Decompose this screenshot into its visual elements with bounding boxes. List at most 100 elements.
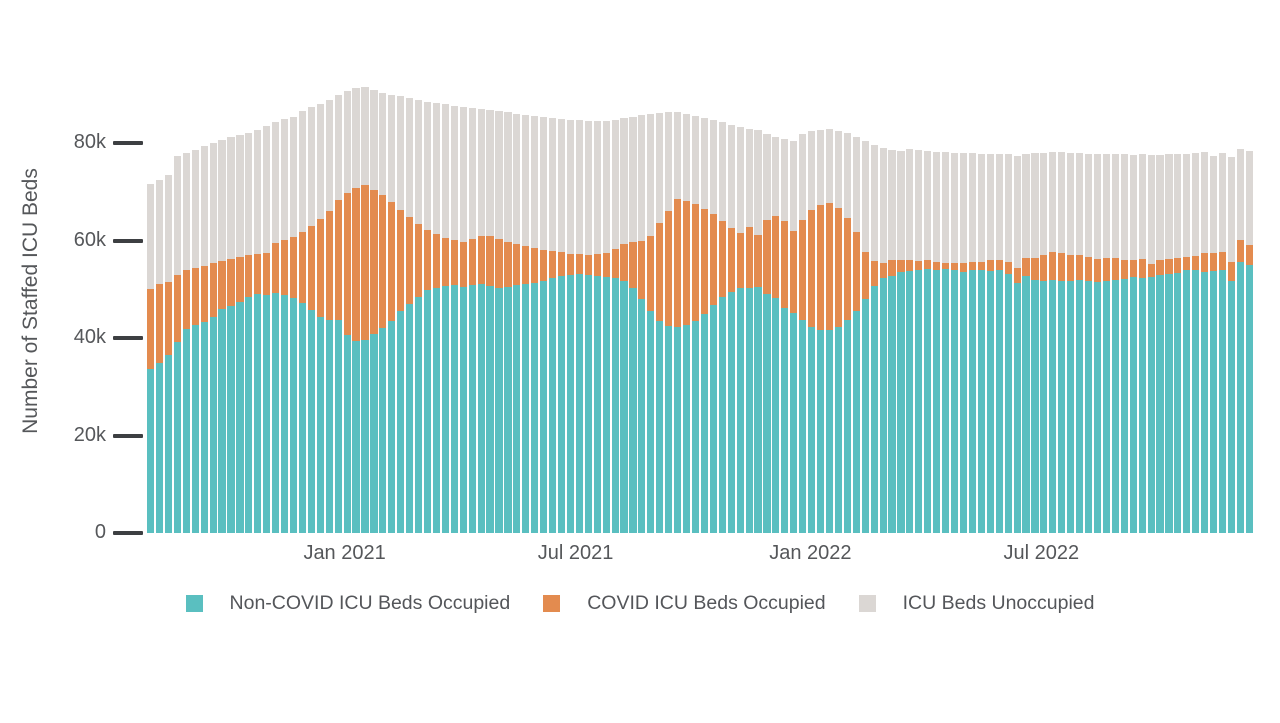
segment-covid-icu-beds-occupied[interactable] [1093, 258, 1102, 282]
segment-covid-icu-beds-occupied[interactable] [513, 244, 521, 286]
segment-icu-beds-unoccupied[interactable] [548, 117, 557, 252]
segment-non-covid-icu-beds-occupied[interactable] [897, 271, 905, 533]
bar-2020-12-13[interactable] [316, 103, 324, 533]
segment-icu-beds-unoccupied[interactable] [933, 151, 941, 263]
segment-non-covid-icu-beds-occupied[interactable] [638, 299, 646, 533]
bar-2022-04-10[interactable] [933, 151, 941, 533]
segment-icu-beds-unoccupied[interactable] [1013, 156, 1021, 269]
plot-area[interactable] [147, 80, 1253, 533]
segment-icu-beds-unoccupied[interactable] [1076, 153, 1084, 255]
segment-icu-beds-unoccupied[interactable] [522, 114, 530, 247]
segment-icu-beds-unoccupied[interactable] [593, 121, 601, 255]
bar-2021-02-28[interactable] [414, 100, 423, 533]
bar-2022-03-13[interactable] [897, 150, 905, 533]
segment-covid-icu-beds-occupied[interactable] [674, 199, 682, 327]
segment-covid-icu-beds-occupied[interactable] [1076, 254, 1084, 280]
segment-non-covid-icu-beds-occupied[interactable] [727, 291, 735, 533]
segment-non-covid-icu-beds-occupied[interactable] [548, 278, 557, 533]
segment-non-covid-icu-beds-occupied[interactable] [513, 285, 521, 533]
segment-non-covid-icu-beds-occupied[interactable] [1102, 280, 1111, 533]
segment-icu-beds-unoccupied[interactable] [566, 119, 575, 254]
bar-2020-09-06[interactable] [191, 149, 199, 533]
segment-covid-icu-beds-occupied[interactable] [1174, 258, 1182, 273]
segment-non-covid-icu-beds-occupied[interactable] [1084, 281, 1093, 533]
segment-non-covid-icu-beds-occupied[interactable] [718, 296, 726, 533]
segment-non-covid-icu-beds-occupied[interactable] [790, 312, 798, 533]
segment-non-covid-icu-beds-occupied[interactable] [1156, 275, 1164, 533]
segment-non-covid-icu-beds-occupied[interactable] [155, 363, 164, 533]
segment-covid-icu-beds-occupied[interactable] [906, 260, 914, 271]
segment-non-covid-icu-beds-occupied[interactable] [1031, 279, 1039, 533]
bar-2022-06-19[interactable] [1022, 153, 1030, 533]
bar-2021-06-13[interactable] [548, 117, 557, 533]
segment-covid-icu-beds-occupied[interactable] [611, 248, 619, 278]
bar-2022-10-16[interactable] [1174, 154, 1182, 533]
segment-covid-icu-beds-occupied[interactable] [1067, 254, 1075, 282]
segment-covid-icu-beds-occupied[interactable] [459, 242, 467, 287]
segment-icu-beds-unoccupied[interactable] [656, 112, 664, 224]
bar-2022-06-26[interactable] [1031, 153, 1039, 533]
segment-icu-beds-unoccupied[interactable] [468, 108, 476, 240]
segment-covid-icu-beds-occupied[interactable] [691, 203, 700, 321]
bar-2022-04-03[interactable] [924, 151, 932, 533]
segment-icu-beds-unoccupied[interactable] [164, 175, 173, 283]
segment-non-covid-icu-beds-occupied[interactable] [254, 293, 262, 533]
segment-non-covid-icu-beds-occupied[interactable] [968, 270, 977, 533]
segment-icu-beds-unoccupied[interactable] [155, 180, 164, 285]
segment-covid-icu-beds-occupied[interactable] [263, 253, 271, 296]
segment-non-covid-icu-beds-occupied[interactable] [691, 320, 700, 533]
segment-non-covid-icu-beds-occupied[interactable] [1183, 270, 1191, 533]
segment-covid-icu-beds-occupied[interactable] [959, 262, 968, 272]
segment-icu-beds-unoccupied[interactable] [879, 147, 887, 264]
segment-icu-beds-unoccupied[interactable] [602, 120, 610, 253]
segment-covid-icu-beds-occupied[interactable] [334, 200, 342, 320]
bar-2021-08-08[interactable] [620, 118, 628, 533]
segment-non-covid-icu-beds-occupied[interactable] [209, 317, 217, 533]
segment-icu-beds-unoccupied[interactable] [361, 86, 369, 186]
bar-2020-08-16[interactable] [164, 175, 173, 533]
bar-2021-12-12[interactable] [781, 138, 789, 533]
bar-2021-01-17[interactable] [361, 86, 369, 533]
segment-non-covid-icu-beds-occupied[interactable] [450, 285, 458, 533]
segment-icu-beds-unoccupied[interactable] [959, 153, 968, 263]
bar-2021-01-03[interactable] [343, 90, 351, 533]
bar-2021-10-10[interactable] [700, 117, 709, 533]
segment-covid-icu-beds-occupied[interactable] [316, 218, 324, 317]
bar-2021-08-22[interactable] [638, 115, 646, 533]
segment-non-covid-icu-beds-occupied[interactable] [531, 282, 539, 533]
bar-2020-10-18[interactable] [245, 133, 253, 533]
bar-2022-01-09[interactable] [816, 129, 825, 533]
segment-non-covid-icu-beds-occupied[interactable] [468, 285, 476, 533]
bar-2021-10-31[interactable] [727, 124, 735, 533]
segment-non-covid-icu-beds-occupied[interactable] [843, 320, 851, 533]
bar-2021-08-01[interactable] [611, 119, 619, 533]
segment-icu-beds-unoccupied[interactable] [254, 129, 262, 254]
bar-2022-07-03[interactable] [1040, 152, 1048, 533]
segment-covid-icu-beds-occupied[interactable] [950, 262, 959, 270]
bar-2021-01-31[interactable] [379, 92, 387, 533]
segment-non-covid-icu-beds-occupied[interactable] [584, 274, 592, 533]
segment-covid-icu-beds-occupied[interactable] [200, 265, 208, 322]
segment-non-covid-icu-beds-occupied[interactable] [1210, 271, 1218, 533]
segment-icu-beds-unoccupied[interactable] [173, 155, 181, 276]
segment-covid-icu-beds-occupied[interactable] [1084, 256, 1093, 282]
bar-2022-07-17[interactable] [1058, 152, 1066, 533]
bar-2022-07-24[interactable] [1067, 152, 1075, 533]
segment-covid-icu-beds-occupied[interactable] [888, 260, 896, 276]
segment-icu-beds-unoccupied[interactable] [843, 133, 851, 218]
bar-2021-09-26[interactable] [682, 113, 691, 533]
segment-non-covid-icu-beds-occupied[interactable] [272, 293, 280, 533]
bar-2021-10-24[interactable] [718, 122, 726, 533]
segment-icu-beds-unoccupied[interactable] [289, 116, 298, 237]
segment-non-covid-icu-beds-occupied[interactable] [1093, 281, 1102, 533]
segment-non-covid-icu-beds-occupied[interactable] [763, 294, 771, 533]
segment-covid-icu-beds-occupied[interactable] [370, 190, 378, 335]
bar-2022-09-18[interactable] [1138, 154, 1146, 533]
bar-2020-12-06[interactable] [307, 107, 315, 533]
segment-covid-icu-beds-occupied[interactable] [1049, 252, 1057, 280]
segment-icu-beds-unoccupied[interactable] [1058, 152, 1066, 254]
segment-non-covid-icu-beds-occupied[interactable] [218, 308, 226, 533]
segment-covid-icu-beds-occupied[interactable] [325, 211, 333, 321]
segment-non-covid-icu-beds-occupied[interactable] [182, 329, 190, 533]
segment-non-covid-icu-beds-occupied[interactable] [1218, 270, 1227, 533]
